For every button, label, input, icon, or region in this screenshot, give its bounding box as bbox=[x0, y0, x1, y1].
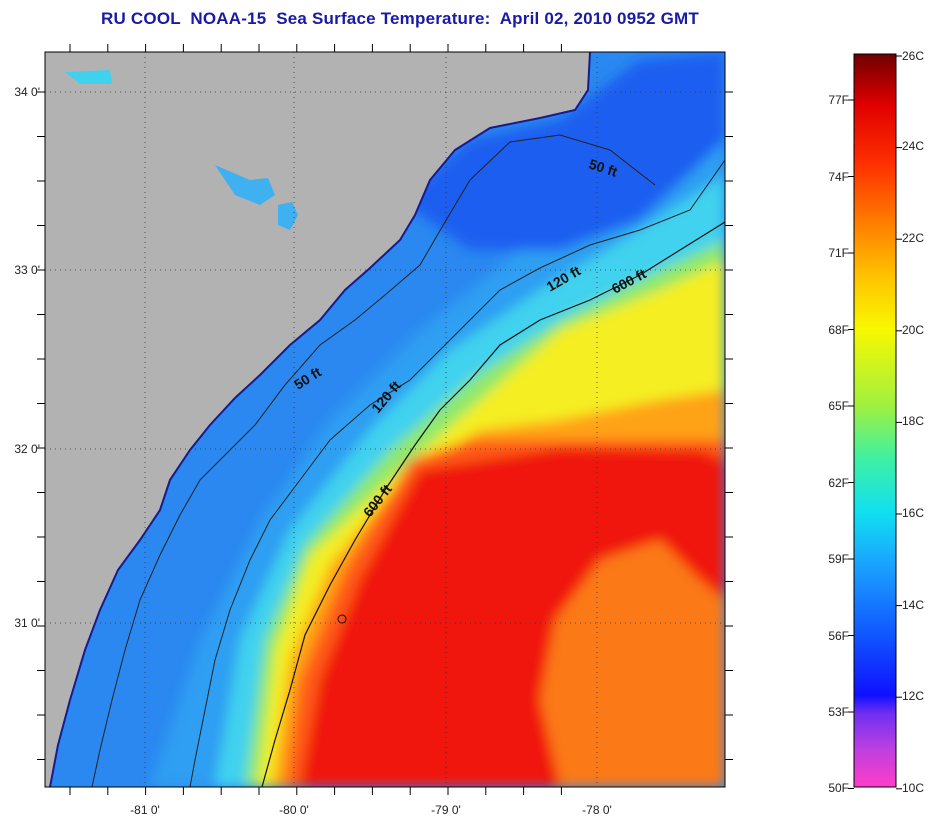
y-tick-label: 32 0' bbox=[14, 442, 40, 456]
coastline bbox=[49, 52, 591, 787]
x-tick-label: -79 0' bbox=[431, 803, 461, 817]
colorbar-fahrenheit-label: 65F bbox=[828, 399, 849, 413]
colorbar-fahrenheit-label: 74F bbox=[828, 170, 849, 184]
colorbar-celsius-label: 24C bbox=[902, 139, 924, 153]
sst-band-cold bbox=[400, 52, 725, 250]
x-tick-label: -80 0' bbox=[279, 803, 309, 817]
colorbar: 26C 24C 22C 20C 18C 16C 14C 12C 10C 77F … bbox=[828, 49, 924, 795]
sst-eddy-orange bbox=[540, 540, 725, 787]
contour-600ft-island bbox=[337, 614, 347, 624]
colorbar-fahrenheit-label: 62F bbox=[828, 476, 849, 490]
inland-lake bbox=[215, 165, 275, 205]
colorbar-celsius-label: 20C bbox=[902, 323, 924, 337]
inland-lake bbox=[278, 202, 298, 230]
axis-ticks bbox=[37, 44, 733, 795]
y-tick-label: 34 0' bbox=[14, 85, 40, 99]
colorbar-gradient bbox=[853, 53, 897, 788]
colorbar-celsius-label: 26C bbox=[902, 49, 924, 63]
contour-120ft bbox=[189, 159, 725, 787]
colorbar-fahrenheit-label: 68F bbox=[828, 323, 849, 337]
colorbar-fahrenheit-label: 53F bbox=[828, 705, 849, 719]
map-frame bbox=[44, 51, 726, 788]
map-area bbox=[45, 52, 725, 787]
land-mass bbox=[45, 52, 590, 787]
contour-600ft bbox=[261, 221, 725, 787]
colorbar-fahrenheit-label: 77F bbox=[828, 93, 849, 107]
chart-title: RU COOL NOAA-15 Sea Surface Temperature:… bbox=[101, 9, 699, 28]
colorbar-celsius-label: 18C bbox=[902, 414, 924, 428]
colorbar-celsius-label: 16C bbox=[902, 506, 924, 520]
x-tick-label: -81 0' bbox=[130, 803, 160, 817]
colorbar-fahrenheit-label: 71F bbox=[828, 246, 849, 260]
inland-lake bbox=[65, 70, 112, 84]
colorbar-fahrenheit-label: 59F bbox=[828, 552, 849, 566]
y-tick-label: 31 0' bbox=[14, 616, 40, 630]
colorbar-celsius-label: 22C bbox=[902, 231, 924, 245]
colorbar-celsius-label: 10C bbox=[902, 781, 924, 795]
colorbar-celsius-label: 12C bbox=[902, 689, 924, 703]
contour-50ft bbox=[91, 134, 656, 787]
colorbar-ticks bbox=[848, 55, 902, 790]
colorbar-celsius-label: 14C bbox=[902, 598, 924, 612]
x-tick-label: -78 0' bbox=[582, 803, 612, 817]
colorbar-fahrenheit-label: 56F bbox=[828, 629, 849, 643]
y-tick-label: 33 0' bbox=[14, 263, 40, 277]
colorbar-fahrenheit-label: 50F bbox=[828, 781, 849, 795]
graticule bbox=[45, 52, 725, 787]
